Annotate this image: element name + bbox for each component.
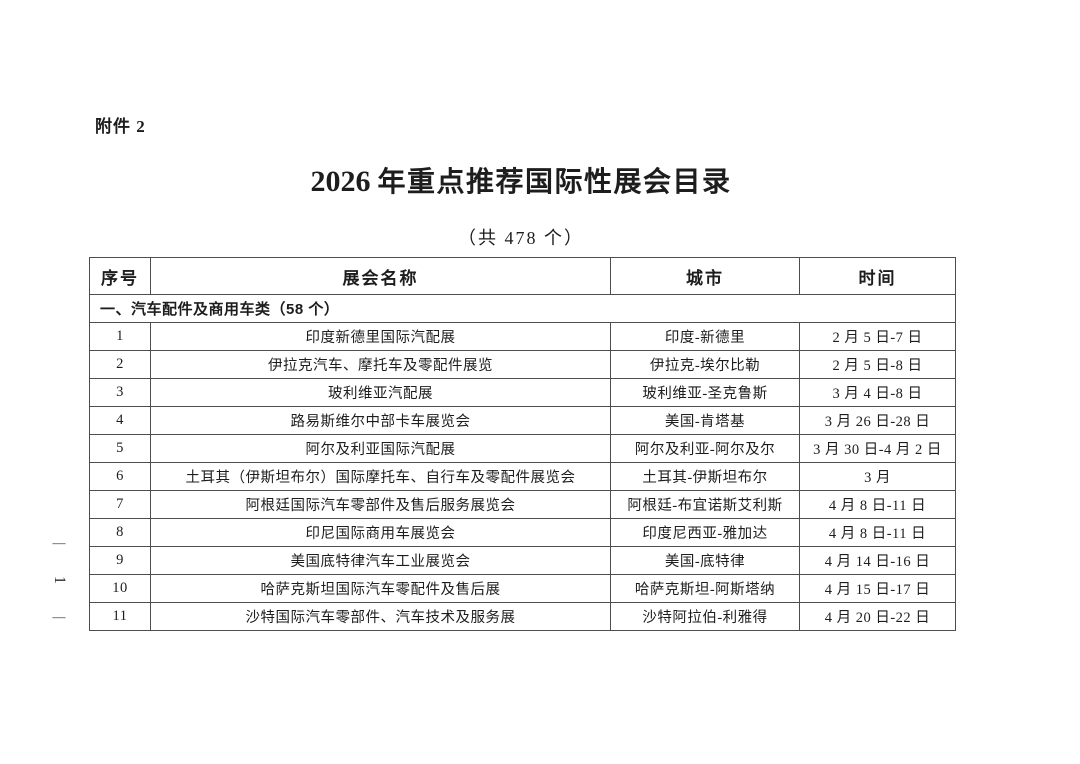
date-cell: 2 月 5 日-8 日 [799,350,956,379]
city-cell: 美国-肯塔基 [610,406,800,435]
date-cell: 3 月 4 日-8 日 [799,378,956,407]
table-row: 10 哈萨克斯坦国际汽车零配件及售后展 哈萨克斯坦-阿斯塔纳 4 月 15 日-17 … [89,574,956,603]
date-cell: 4 月 8 日-11 日 [799,490,956,519]
column-header-name: 展会名称 [150,257,611,295]
date-cell: 4 月 20 日-22 日 [799,602,956,631]
city-cell: 印度-新德里 [610,322,800,351]
table-row: 9 美国底特律汽车工业展览会 美国-底特律 4 月 14 日-16 日 [89,546,956,575]
exhibition-name-cell: 哈萨克斯坦国际汽车零配件及售后展 [150,574,611,603]
page-number-dash-top: — [52,535,66,550]
city-cell: 伊拉克-埃尔比勒 [610,350,800,379]
row-index-cell: 10 [89,574,151,603]
city-cell: 玻利维亚-圣克鲁斯 [610,378,800,407]
row-index-cell: 4 [89,406,151,435]
exhibitions-table: 序号 展会名称 城市 时间 一、汽车配件及商用车类（58 个） 1 印度新德里国际… [89,257,956,631]
column-header-city: 城市 [610,257,800,295]
page-number: — 1 — [48,535,70,624]
table-row: 11 沙特国际汽车零部件、汽车技术及服务展 沙特阿拉伯-利雅得 4 月 20 日-22… [89,602,956,631]
exhibition-name-cell: 沙特国际汽车零部件、汽车技术及服务展 [150,602,611,631]
date-cell: 4 月 15 日-17 日 [799,574,956,603]
attachment-label: 附件 2 [95,117,146,136]
page-subtitle: （共 478 个） [458,228,584,248]
row-index-cell: 2 [89,350,151,379]
table-row: 8 印尼国际商用车展览会 印度尼西亚-雅加达 4 月 8 日-11 日 [89,518,956,547]
column-header-no: 序号 [89,257,151,295]
date-cell: 4 月 8 日-11 日 [799,518,956,547]
exhibition-name-cell: 美国底特律汽车工业展览会 [150,546,611,575]
exhibition-name-cell: 印度新德里国际汽配展 [150,322,611,351]
row-index-cell: 3 [89,378,151,407]
page-number-dash-bottom: — [52,609,66,624]
page-title-text: 年重点推荐国际性展会目录 [377,166,732,197]
exhibition-name-cell: 印尼国际商用车展览会 [150,518,611,547]
table-row: 5 阿尔及利亚国际汽配展 阿尔及利亚-阿尔及尔 3 月 30 日-4 月 2 日 [89,434,956,463]
date-cell: 2 月 5 日-7 日 [799,322,956,351]
table-header-row: 序号 展会名称 城市 时间 [89,257,956,295]
date-cell: 3 月 [799,462,956,491]
city-cell: 沙特阿拉伯-利雅得 [610,602,800,631]
section-header: 一、汽车配件及商用车类（58 个） [89,294,956,323]
column-header-date: 时间 [799,257,956,295]
table-row: 6 土耳其（伊斯坦布尔）国际摩托车、自行车及零配件展览会 土耳其-伊斯坦布尔 3 月 [89,462,956,491]
city-cell: 美国-底特律 [610,546,800,575]
row-index-cell: 1 [89,322,151,351]
exhibition-name-cell: 伊拉克汽车、摩托车及零配件展览 [150,350,611,379]
table-row: 4 路易斯维尔中部卡车展览会 美国-肯塔基 3 月 26 日-28 日 [89,406,956,435]
row-index-cell: 5 [89,434,151,463]
table-row: 2 伊拉克汽车、摩托车及零配件展览 伊拉克-埃尔比勒 2 月 5 日-8 日 [89,350,956,379]
page-title-year: 2026 [310,165,371,198]
table-row: 3 玻利维亚汽配展 玻利维亚-圣克鲁斯 3 月 4 日-8 日 [89,378,956,407]
city-cell: 阿尔及利亚-阿尔及尔 [610,434,800,463]
table-row: 7 阿根廷国际汽车零部件及售后服务展览会 阿根廷-布宜诺斯艾利斯 4 月 8 日-11… [89,490,956,519]
date-cell: 3 月 26 日-28 日 [799,406,956,435]
exhibition-name-cell: 玻利维亚汽配展 [150,378,611,407]
date-cell: 3 月 30 日-4 月 2 日 [799,434,956,463]
city-cell: 印度尼西亚-雅加达 [610,518,800,547]
date-cell: 4 月 14 日-16 日 [799,546,956,575]
city-cell: 哈萨克斯坦-阿斯塔纳 [610,574,800,603]
row-index-cell: 11 [89,602,151,631]
table-row: 1 印度新德里国际汽配展 印度-新德里 2 月 5 日-7 日 [89,322,956,351]
exhibition-name-cell: 路易斯维尔中部卡车展览会 [150,406,611,435]
city-cell: 阿根廷-布宜诺斯艾利斯 [610,490,800,519]
row-index-cell: 9 [89,546,151,575]
section-row: 一、汽车配件及商用车类（58 个） [89,294,956,323]
row-index-cell: 8 [89,518,151,547]
city-cell: 土耳其-伊斯坦布尔 [610,462,800,491]
page-title: 2026 年重点推荐国际性展会目录 [88,160,954,200]
exhibition-name-cell: 土耳其（伊斯坦布尔）国际摩托车、自行车及零配件展览会 [150,462,611,491]
exhibition-name-cell: 阿尔及利亚国际汽配展 [150,434,611,463]
page-number-value: 1 [51,576,68,584]
row-index-cell: 7 [89,490,151,519]
exhibition-name-cell: 阿根廷国际汽车零部件及售后服务展览会 [150,490,611,519]
row-index-cell: 6 [89,462,151,491]
